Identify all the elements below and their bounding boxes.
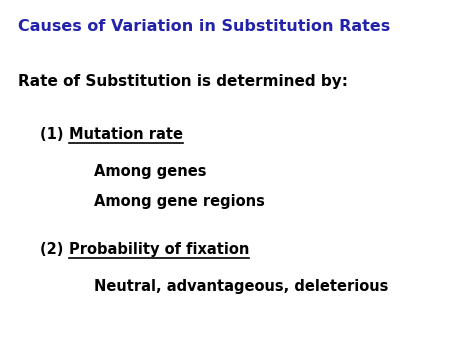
Text: Causes of Variation in Substitution Rates: Causes of Variation in Substitution Rate…: [18, 19, 390, 33]
Text: Rate of Substitution is determined by:: Rate of Substitution is determined by:: [18, 74, 348, 89]
Text: (1): (1): [40, 127, 69, 142]
Text: (2): (2): [40, 242, 69, 257]
Text: Among genes: Among genes: [94, 164, 207, 179]
Text: Probability of fixation: Probability of fixation: [69, 242, 249, 257]
Text: Among gene regions: Among gene regions: [94, 194, 266, 209]
Text: Neutral, advantageous, deleterious: Neutral, advantageous, deleterious: [94, 279, 389, 294]
Text: Mutation rate: Mutation rate: [69, 127, 183, 142]
